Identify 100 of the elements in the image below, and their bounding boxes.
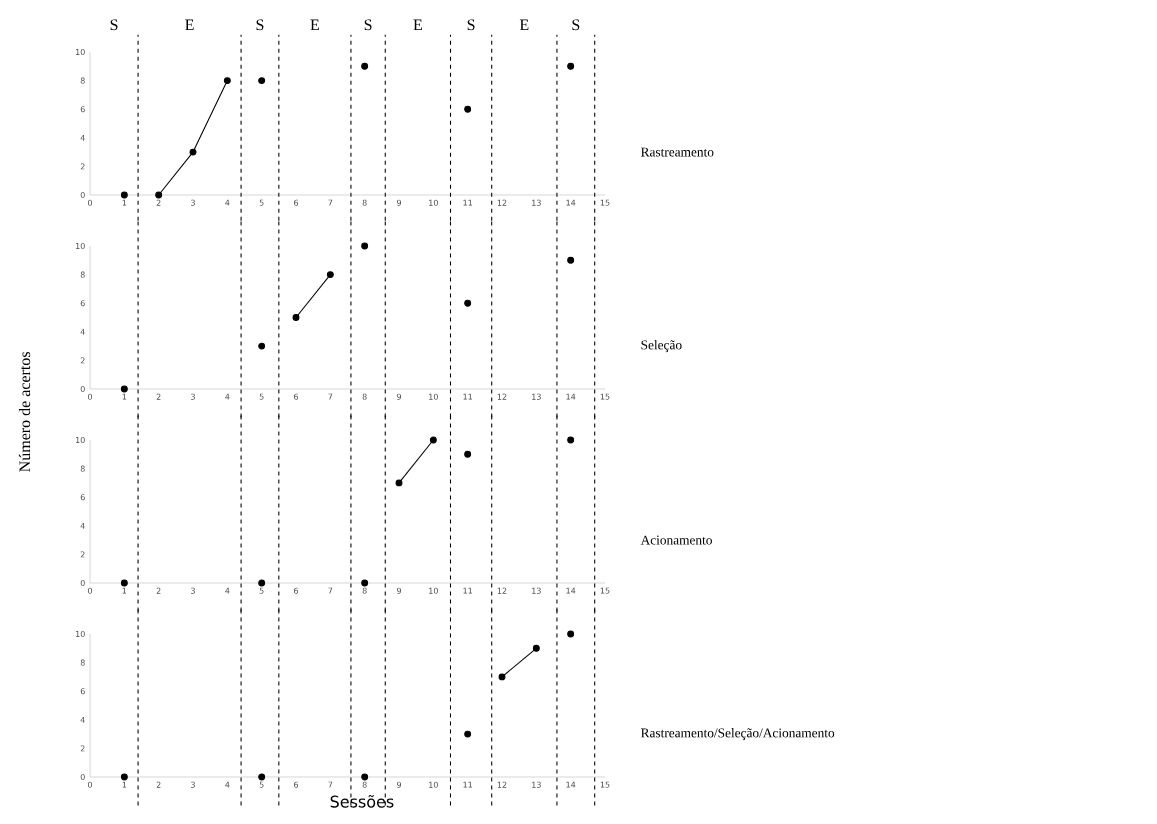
point [395, 479, 403, 487]
point [120, 385, 128, 393]
point [429, 436, 437, 444]
x-tick-label: 12 [497, 199, 507, 206]
point [567, 62, 575, 70]
x-tick-label: 13 [532, 587, 541, 594]
y-tick-label: 6 [80, 300, 85, 307]
x-tick-label: 6 [294, 199, 299, 206]
x-tick-label: 9 [396, 587, 401, 594]
point [464, 450, 472, 458]
y-tick-label: 0 [80, 385, 85, 393]
x-tick-label: 2 [156, 393, 161, 400]
x-tick-label: 6 [294, 781, 299, 788]
x-tick-label: 0 [87, 781, 93, 788]
x-tick-label: 7 [328, 199, 333, 206]
y-tick-label: 2 [80, 357, 85, 364]
x-tick-label: 0 [87, 199, 93, 206]
y-tick-label: 2 [80, 163, 85, 170]
x-tick-label: 5 [259, 781, 264, 788]
x-tick-label: 10 [429, 587, 438, 594]
point [155, 191, 163, 199]
x-tick-label: 4 [225, 781, 230, 788]
point [361, 579, 369, 587]
y-tick-label: 2 [80, 551, 85, 558]
x-tick-label: 2 [156, 781, 161, 788]
x-tick-label: 15 [600, 781, 610, 788]
x-tick-label: 11 [463, 199, 473, 206]
x-tick-label: 12 [497, 587, 507, 594]
x-tick-label: 1 [122, 199, 127, 206]
x-tick-label: 1 [122, 587, 127, 594]
point [258, 579, 266, 587]
x-tick-label: 14 [566, 781, 576, 788]
x-tick-label: 8 [362, 199, 367, 206]
x-tick-label: 12 [497, 393, 507, 400]
point [120, 191, 128, 199]
text: S [110, 19, 118, 31]
point [464, 730, 472, 738]
x-tick-label: 9 [396, 199, 401, 206]
y-tick-label: 6 [80, 688, 85, 695]
x-tick-label: 11 [463, 393, 473, 400]
point [361, 62, 369, 70]
x-tick-label: 7 [328, 587, 333, 594]
y-tick-label: 6 [80, 106, 85, 113]
x-tick-label: 15 [600, 587, 610, 594]
x-tick-label: 14 [566, 587, 576, 594]
text: S [572, 19, 580, 31]
x-tick-label: 14 [566, 393, 576, 400]
x-tick-label: 6 [294, 393, 299, 400]
point [532, 644, 540, 652]
x-axis-title: Sessões [330, 794, 394, 808]
x-tick-label: 7 [328, 393, 333, 400]
point [567, 256, 575, 264]
y-tick-label: 2 [80, 745, 85, 752]
text: S [364, 19, 372, 31]
x-tick-label: 11 [463, 781, 473, 788]
point [223, 77, 231, 85]
y-tick-label: 4 [80, 522, 85, 529]
x-tick-label: 1 [122, 781, 127, 788]
x-tick-label: 13 [532, 781, 541, 788]
x-tick-label: 14 [566, 199, 576, 206]
y-tick-label: 10 [75, 48, 85, 56]
x-tick-label: 1 [122, 393, 127, 400]
point [567, 630, 575, 638]
x-tick-label: 2 [156, 199, 161, 206]
y-tick-label: 0 [80, 579, 85, 587]
x-tick-label: 9 [396, 781, 401, 788]
point [258, 773, 266, 781]
x-tick-label: 13 [532, 393, 541, 400]
x-tick-label: 10 [429, 199, 438, 206]
y-axis-title: Número de acertos [18, 352, 31, 472]
y-tick-label: 8 [80, 77, 85, 84]
y2-axis-title: Seleção [641, 340, 682, 353]
point [464, 105, 472, 113]
x-tick-label: 10 [429, 781, 438, 788]
x-tick-label: 15 [600, 393, 610, 400]
x-tick-label: 8 [362, 781, 367, 788]
x-tick-label: 4 [225, 587, 230, 594]
point [567, 436, 575, 444]
x-tick-label: 0 [87, 393, 93, 400]
y-tick-label: 10 [75, 242, 85, 250]
x-tick-label: 15 [600, 199, 610, 206]
point [258, 77, 266, 85]
text: E [519, 19, 529, 31]
text: S [256, 19, 264, 31]
x-tick-label: 9 [396, 393, 401, 400]
point [292, 314, 300, 321]
x-tick-label: 0 [87, 587, 93, 594]
point [120, 773, 128, 781]
point [258, 342, 266, 350]
x-tick-label: 13 [532, 199, 541, 206]
y-tick-label: 8 [80, 271, 85, 278]
text: E [413, 19, 422, 31]
text: E [185, 19, 194, 31]
y-tick-label: 8 [80, 465, 85, 472]
x-tick-label: 4 [225, 199, 230, 206]
y-tick-label: 4 [80, 328, 85, 335]
point [361, 773, 369, 781]
y2-axis-title: Acionamento [640, 535, 712, 545]
x-tick-label: 12 [497, 781, 507, 788]
x-tick-label: 7 [328, 781, 333, 788]
